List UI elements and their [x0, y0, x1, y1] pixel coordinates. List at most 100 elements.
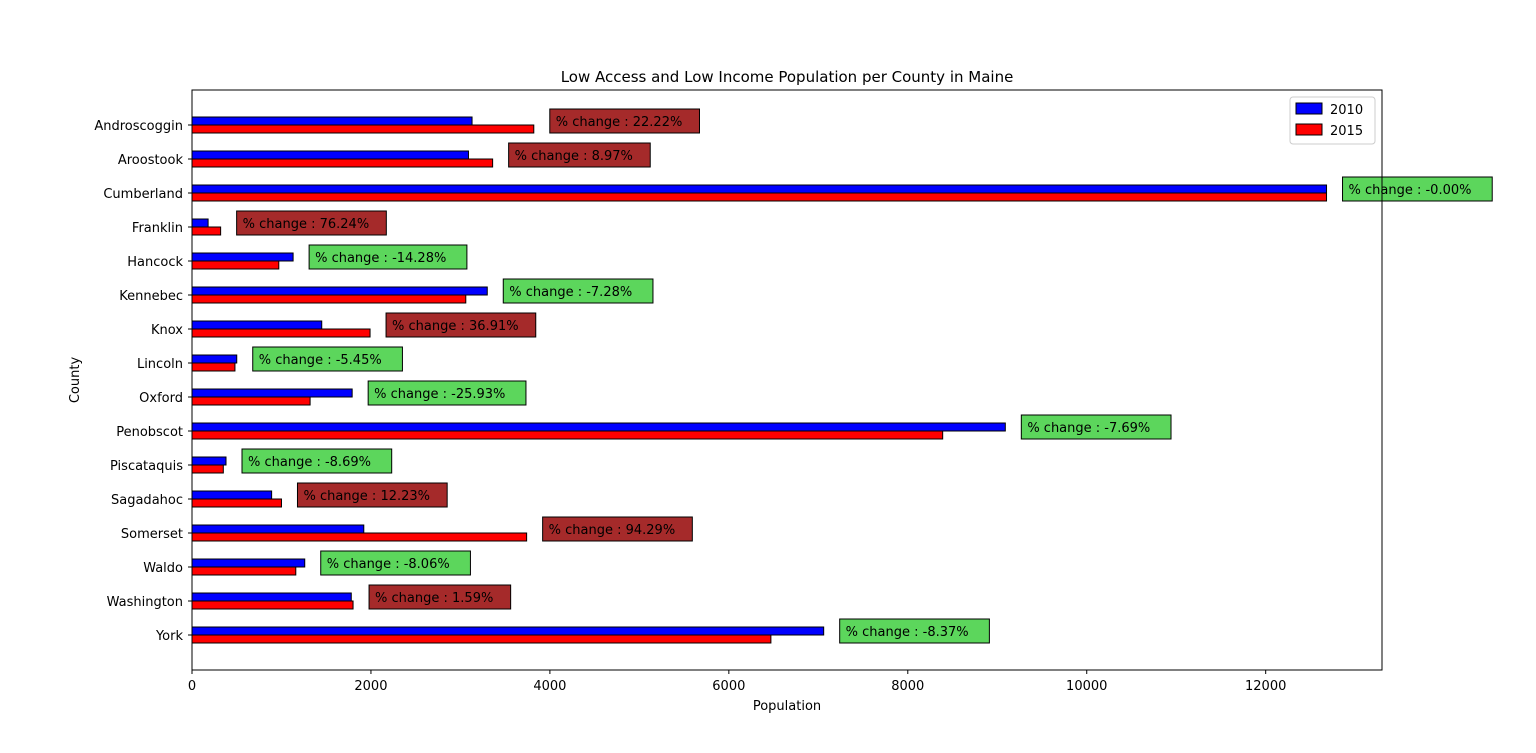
- x-tick-label: 10000: [1066, 679, 1107, 694]
- bar-2010-sagadahoc: [191, 490, 273, 500]
- change-annotation: % change : -14.28%: [315, 251, 446, 266]
- bar-2015-washington: [191, 600, 354, 610]
- bar-2015-piscataquis: [191, 464, 224, 474]
- legend-swatch-2015: [1295, 123, 1323, 136]
- annotations-layer: % change : 22.22% % change : 8.97% % chang…: [236, 108, 1493, 644]
- change-annotation: % change : -5.45%: [259, 353, 382, 368]
- bar-2010-somerset: [191, 524, 365, 534]
- y-tick-label: Washington: [107, 595, 183, 610]
- change-annotation-box: [368, 584, 512, 610]
- x-tick-label: 12000: [1245, 679, 1286, 694]
- x-tick-label: 6000: [712, 679, 745, 694]
- plot-frame: [191, 89, 1383, 671]
- bar-2015-cumberland: [191, 192, 1328, 202]
- change-annotation-box: [542, 516, 693, 542]
- bar-2015-androscoggin: [191, 124, 535, 134]
- y-tick-label: Penobscot: [116, 425, 183, 440]
- bar-2010-cumberland: [191, 184, 1328, 194]
- bar-2015-aroostook: [191, 158, 494, 168]
- bar-2010-oxford: [191, 388, 353, 398]
- y-tick-label: Somerset: [121, 527, 183, 542]
- bar-2015-sagadahoc: [191, 498, 282, 508]
- y-tick-label: Kennebec: [119, 289, 183, 304]
- change-annotation-box: [1020, 414, 1172, 440]
- change-annotation: % change : -8.06%: [327, 557, 450, 572]
- bar-2010-aroostook: [191, 150, 469, 160]
- bar-2015-somerset: [191, 532, 528, 542]
- y-tick-label: Oxford: [139, 391, 183, 406]
- change-annotation: % change : -25.93%: [374, 387, 505, 402]
- bar-2015-york: [191, 634, 772, 644]
- change-annotation: % change : -8.69%: [248, 455, 371, 470]
- change-annotation-box: [508, 142, 651, 168]
- y-tick-label: Knox: [151, 323, 183, 338]
- bar-2015-franklin: [191, 226, 222, 236]
- y-tick-label: Waldo: [143, 561, 183, 576]
- x-tick-label: 4000: [533, 679, 566, 694]
- change-annotation: % change : 94.29%: [549, 523, 676, 538]
- x-tick-label: 8000: [891, 679, 924, 694]
- change-annotation: % change : -7.69%: [1027, 421, 1150, 436]
- change-annotation: % change : 76.24%: [243, 217, 370, 232]
- x-tick-label: 2000: [354, 679, 387, 694]
- change-annotation: % change : 22.22%: [556, 115, 683, 130]
- bar-2010-hancock: [191, 252, 294, 262]
- change-annotation: % change : 1.59%: [375, 591, 493, 606]
- bar-2010-androscoggin: [191, 116, 473, 126]
- bar-2015-waldo: [191, 566, 297, 576]
- change-annotation-box: [839, 618, 990, 644]
- change-annotation-box: [1342, 176, 1493, 202]
- change-annotation-box: [385, 312, 537, 338]
- y-tick-label: Cumberland: [103, 187, 183, 202]
- change-annotation-box: [308, 244, 468, 270]
- bar-2015-lincoln: [191, 362, 236, 372]
- change-annotation: % change : -8.37%: [846, 625, 969, 640]
- change-annotation: % change : 36.91%: [392, 319, 519, 334]
- x-tick-label: 0: [188, 679, 196, 694]
- bar-2010-waldo: [191, 558, 306, 568]
- legend-label-2010: 2010: [1330, 103, 1363, 118]
- y-tick-label: Androscoggin: [94, 119, 183, 134]
- x-axis: 0 2000 4000 6000 8000 10000 12000: [188, 670, 1286, 694]
- x-axis-label: Population: [753, 699, 821, 714]
- bar-2015-penobscot: [191, 430, 944, 440]
- change-annotation-box: [320, 550, 471, 576]
- y-tick-label: Sagadahoc: [111, 493, 183, 508]
- y-axis-label: County: [68, 357, 83, 404]
- y-tick-label: Lincoln: [137, 357, 183, 372]
- change-annotation: % change : 8.97%: [515, 149, 633, 164]
- change-annotation-box: [241, 448, 393, 474]
- bar-2010-washington: [191, 592, 352, 602]
- bar-2015-knox: [191, 328, 371, 338]
- change-annotation-box: [502, 278, 654, 304]
- bar-2010-franklin: [191, 218, 209, 228]
- y-tick-label: York: [155, 629, 184, 644]
- bar-2010-piscataquis: [191, 456, 227, 466]
- bar-2010-lincoln: [191, 354, 238, 364]
- bar-2010-kennebec: [191, 286, 488, 296]
- chart-title: Low Access and Low Income Population per…: [561, 68, 1014, 86]
- legend-label-2015: 2015: [1330, 124, 1363, 139]
- y-tick-label: Aroostook: [118, 153, 184, 168]
- bar-2010-york: [191, 626, 825, 636]
- y-axis: Androscoggin Aroostook Cumberland Franklin H…: [94, 119, 192, 644]
- bars-layer: [191, 116, 1328, 644]
- change-annotation-box: [549, 108, 700, 134]
- y-tick-label: Hancock: [127, 255, 183, 270]
- change-annotation: % change : -0.00%: [1349, 183, 1472, 198]
- legend-swatch-2010: [1295, 102, 1323, 115]
- change-annotation-box: [252, 346, 403, 372]
- bar-2010-penobscot: [191, 422, 1006, 432]
- y-tick-label: Franklin: [132, 221, 183, 236]
- bar-2015-oxford: [191, 396, 311, 406]
- change-annotation: % change : 12.23%: [303, 489, 430, 504]
- change-annotation: % change : -7.28%: [509, 285, 632, 300]
- change-annotation-box: [296, 482, 448, 508]
- change-annotation-box: [367, 380, 527, 406]
- y-tick-label: Piscataquis: [110, 459, 183, 474]
- change-annotation-box: [236, 210, 387, 236]
- bar-2010-knox: [191, 320, 323, 330]
- bar-2015-kennebec: [191, 294, 467, 304]
- legend: 2010 2015: [1289, 96, 1376, 145]
